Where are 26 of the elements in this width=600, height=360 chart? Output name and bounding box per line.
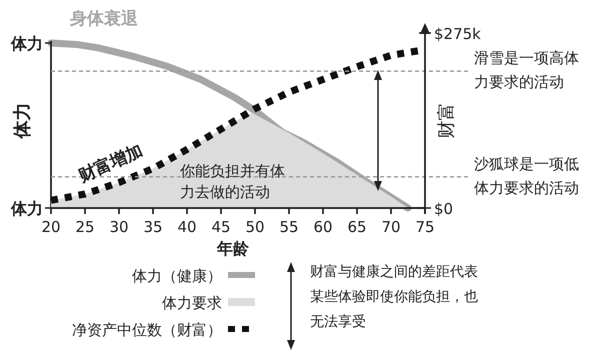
x-tick-label: 75	[415, 218, 435, 236]
x-tick-label: 40	[177, 218, 197, 236]
x-tick-label: 30	[109, 218, 129, 236]
x-tick-label: 50	[245, 218, 265, 236]
y2-tick-label: $0	[434, 200, 454, 218]
ref-line-label: 滑雪是一项高体力要求的活动	[474, 49, 579, 92]
text: 体力	[10, 199, 43, 218]
x-tick-label: 65	[347, 218, 367, 236]
x-tick-label: 20	[41, 218, 61, 236]
x-tick-label: 35	[143, 218, 163, 236]
y2-axis-title: 财富	[436, 102, 457, 138]
x-tick-label: 45	[211, 218, 231, 236]
text: 身体衰退	[69, 9, 138, 29]
ref-line-label: 沙狐球是一项低体力要求的活动	[474, 154, 579, 197]
legend-label: 净资产中位数（财富）	[72, 321, 222, 339]
x-tick-label: 70	[381, 218, 401, 236]
x-tick-label: 60	[313, 218, 333, 236]
legend-label: 体力（健康）	[132, 267, 222, 285]
legend-label: 体力要求	[162, 294, 222, 312]
text: 财富与健康之间的差距代表某些体验即使你能负担，也无法享受	[310, 264, 478, 330]
y2-tick-label: $275k	[434, 25, 482, 43]
x-tick-label: 25	[75, 218, 95, 236]
text: 体力	[12, 102, 33, 140]
x-axis-title: 年龄	[216, 239, 250, 258]
y-axis-title: 体力	[10, 34, 43, 53]
x-tick-label: 55	[279, 218, 299, 236]
